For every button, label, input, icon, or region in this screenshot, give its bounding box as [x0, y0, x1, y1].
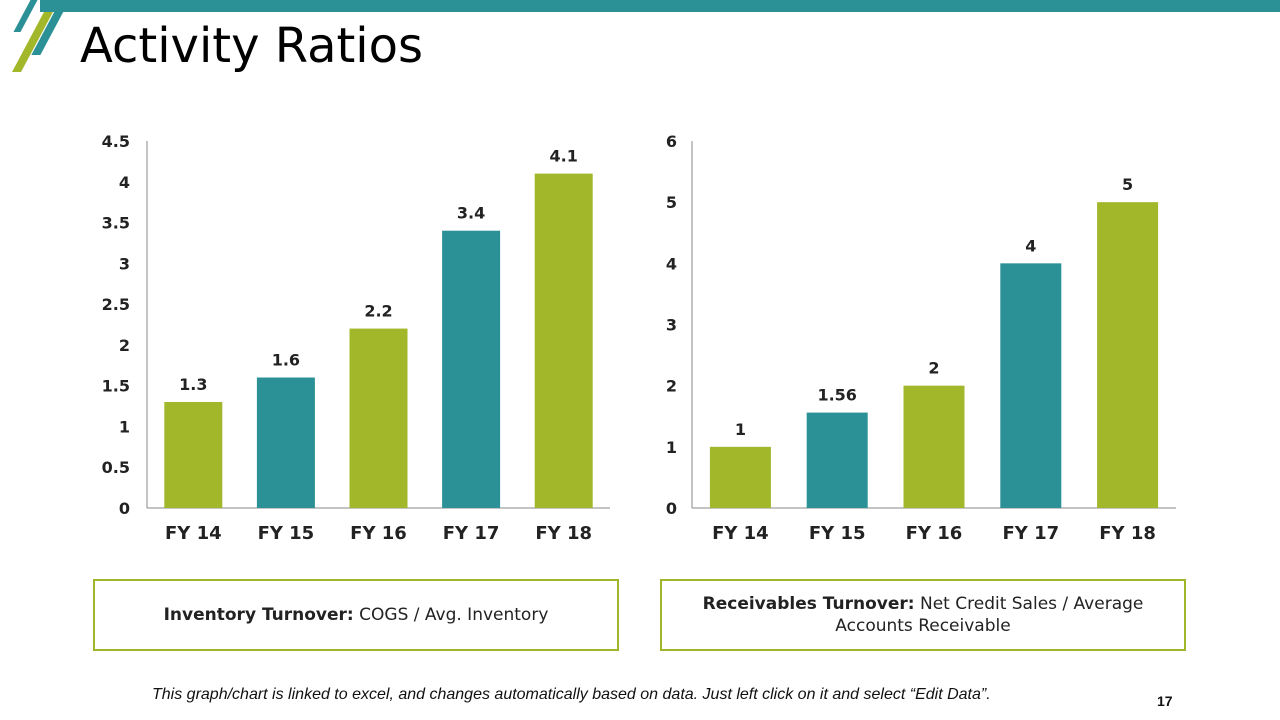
inv-y-tick-label: 1: [119, 417, 130, 436]
inv-y-tick-label: 1.5: [102, 377, 130, 396]
receivables-turnover-formula-box: Receivables Turnover: Net Credit Sales /…: [660, 579, 1186, 651]
rec-bar-2: [806, 412, 868, 508]
inv-y-tick-label: 3: [119, 254, 130, 273]
rec-y-tick-label: 1: [666, 438, 677, 457]
rec-data-label: 1.56: [817, 386, 856, 405]
rec-data-label: 1: [735, 420, 746, 439]
inv-bar-1: [164, 401, 223, 508]
receivables-turnover-definition: Net Credit Sales / Average Accounts Rece…: [835, 593, 1144, 636]
inv-bar-5: [534, 173, 593, 508]
rec-bar-1: [709, 446, 771, 508]
rec-bar-5: [1097, 202, 1159, 508]
rec-y-tick-label: 6: [666, 132, 677, 151]
inv-data-label: 3.4: [457, 204, 485, 223]
rec-y-tick-label: 3: [666, 316, 677, 335]
inv-data-label: 1.3: [179, 375, 207, 394]
rec-y-tick-label: 4: [666, 254, 677, 273]
rec-bar-3: [903, 385, 965, 508]
receivables-turnover-chart: 0 1 2 3 4 5 6 1 FY 14 1.56 FY 15 2 FY 16 4 FY 17 5 FY 18: [666, 132, 1176, 544]
inv-y-tick-label: 0: [119, 499, 130, 518]
rec-x-tick-label: FY 14: [712, 523, 769, 544]
inventory-turnover-formula-box: Inventory Turnover: COGS / Avg. Inventor…: [93, 579, 619, 651]
page-title: Activity Ratios: [80, 18, 424, 74]
rec-bar-4: [1000, 263, 1062, 508]
inv-data-label: 4.1: [550, 147, 578, 166]
inv-y-tick-label: 4: [119, 173, 130, 192]
rec-x-tick-label: FY 16: [906, 523, 963, 544]
receivables-turnover-formula: Receivables Turnover: Net Credit Sales /…: [682, 593, 1164, 637]
rec-data-label: 4: [1025, 236, 1036, 255]
inv-y-tick-label: 3.5: [102, 214, 130, 233]
inv-data-label: 2.2: [364, 302, 392, 321]
rec-x-tick-label: FY 17: [1002, 523, 1059, 544]
inv-x-tick-label: FY 18: [535, 523, 592, 544]
inv-x-tick-label: FY 16: [350, 523, 407, 544]
inv-bar-2: [256, 377, 315, 508]
inv-x-tick-label: FY 15: [258, 523, 315, 544]
inventory-turnover-chart: 0 0.5 1 1.5 2 2.5 3 3.5 4 4.5 1.3 FY 14 1.6 FY 15 2.2 F…: [102, 132, 610, 544]
receivables-turnover-term: Receivables Turnover:: [702, 593, 915, 614]
inv-bar-3: [349, 328, 408, 508]
inv-y-tick-label: 0.5: [102, 458, 130, 477]
rec-x-tick-label: FY 15: [809, 523, 866, 544]
rec-data-label: 2: [928, 359, 939, 378]
inv-y-tick-label: 2: [119, 336, 130, 355]
rec-y-tick-label: 5: [666, 193, 677, 212]
rec-y-tick-label: 2: [666, 377, 677, 396]
inventory-turnover-definition: COGS / Avg. Inventory: [353, 604, 549, 625]
rec-y-tick-label: 0: [666, 499, 677, 518]
rec-x-tick-label: FY 18: [1099, 523, 1156, 544]
inv-x-tick-label: FY 17: [443, 523, 500, 544]
inv-bar-4: [442, 230, 501, 508]
inv-y-tick-label: 2.5: [102, 295, 130, 314]
inventory-turnover-term: Inventory Turnover:: [163, 604, 354, 625]
inventory-turnover-formula: Inventory Turnover: COGS / Avg. Inventor…: [164, 604, 549, 626]
page-number: 17: [1157, 693, 1173, 709]
rec-data-label: 5: [1122, 175, 1133, 194]
footnote: This graph/chart is linked to excel, and…: [152, 686, 991, 703]
inv-y-tick-label: 4.5: [102, 132, 130, 151]
inv-x-tick-label: FY 14: [165, 523, 222, 544]
top-accent-bar: [40, 0, 1280, 12]
inv-data-label: 1.6: [272, 351, 300, 370]
